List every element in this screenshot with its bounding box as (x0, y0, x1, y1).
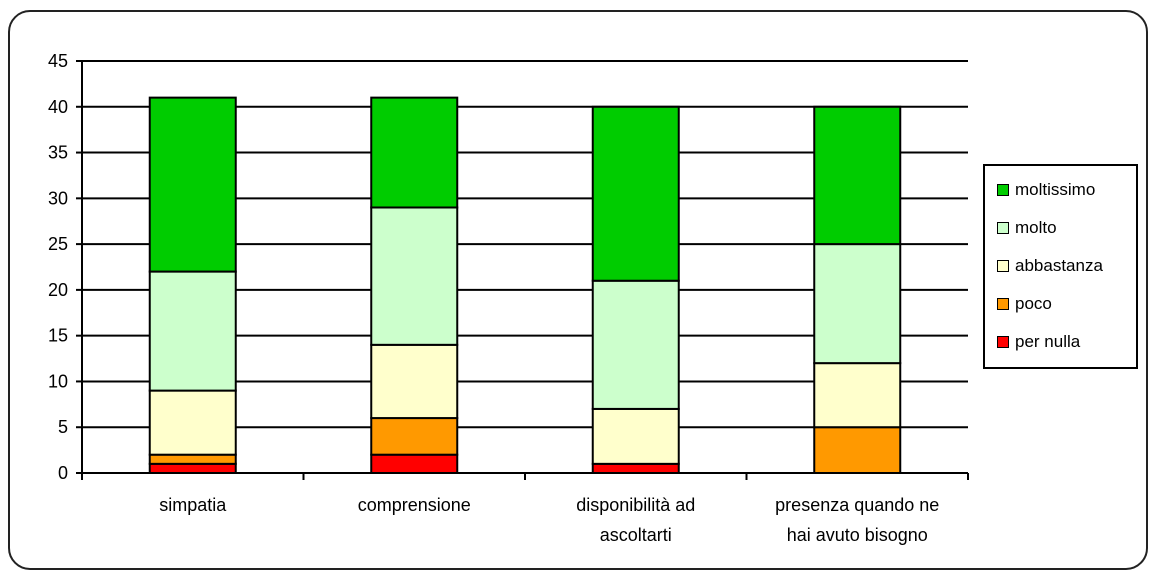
x-tick-label: comprensione (358, 495, 471, 515)
legend-item: abbastanza (997, 255, 1103, 277)
x-tick-label: disponibilità ad (576, 495, 695, 515)
bar-segment (813, 426, 902, 475)
legend: moltissimo molto abbastanza poco per nulla (983, 164, 1138, 369)
legend-item: per nulla (997, 331, 1080, 353)
bar-segment (148, 270, 237, 392)
bar-segment (148, 462, 237, 475)
bar-segment (591, 279, 680, 410)
bar-segment (370, 343, 459, 420)
axes (76, 60, 969, 480)
legend-swatch (997, 184, 1009, 196)
legend-item: molto (997, 217, 1057, 239)
bar-segment (148, 96, 237, 273)
x-tick-label: simpatia (159, 495, 227, 515)
legend-item: poco (997, 293, 1052, 315)
bar-segment (370, 206, 459, 346)
x-tick-label: hai avuto bisogno (787, 525, 928, 545)
legend-label: moltissimo (1015, 180, 1096, 199)
legend-label: per nulla (1015, 332, 1081, 351)
bar-segment (591, 105, 680, 282)
bar-segment (370, 453, 459, 475)
x-tick-label: ascoltarti (600, 525, 672, 545)
legend-label: abbastanza (1015, 256, 1103, 275)
x-tick-label: presenza quando ne (775, 495, 939, 515)
bar-segment (813, 243, 902, 365)
y-tick-label: 45 (48, 51, 68, 71)
bar-segment (370, 417, 459, 456)
y-tick-label: 0 (58, 463, 68, 483)
legend-label: molto (1015, 218, 1057, 237)
bar-segment (148, 389, 237, 456)
bar-segment (370, 96, 459, 209)
bar-segment (591, 407, 680, 465)
bar-segment (813, 362, 902, 429)
x-tick-labels: simpatia comprensione disponibilità ad asco… (159, 495, 939, 545)
y-tick-label: 15 (48, 326, 68, 346)
y-tick-label: 40 (48, 97, 68, 117)
legend-label: poco (1015, 294, 1052, 313)
legend-swatch (997, 222, 1009, 234)
bar-segment (813, 105, 902, 246)
legend-item: moltissimo (997, 179, 1095, 201)
legend-swatch (997, 260, 1009, 272)
bars (148, 96, 902, 475)
y-tick-label: 35 (48, 143, 68, 163)
y-tick-label: 20 (48, 280, 68, 300)
y-tick-label: 30 (48, 188, 68, 208)
y-tick-labels: 0 5 10 15 20 25 30 35 40 45 (48, 51, 68, 483)
legend-swatch (997, 336, 1009, 348)
legend-swatch (997, 298, 1009, 310)
y-tick-label: 25 (48, 234, 68, 254)
bar-segment (591, 462, 680, 475)
y-tick-label: 5 (58, 417, 68, 437)
bar-segment (148, 453, 237, 465)
y-tick-label: 10 (48, 371, 68, 391)
